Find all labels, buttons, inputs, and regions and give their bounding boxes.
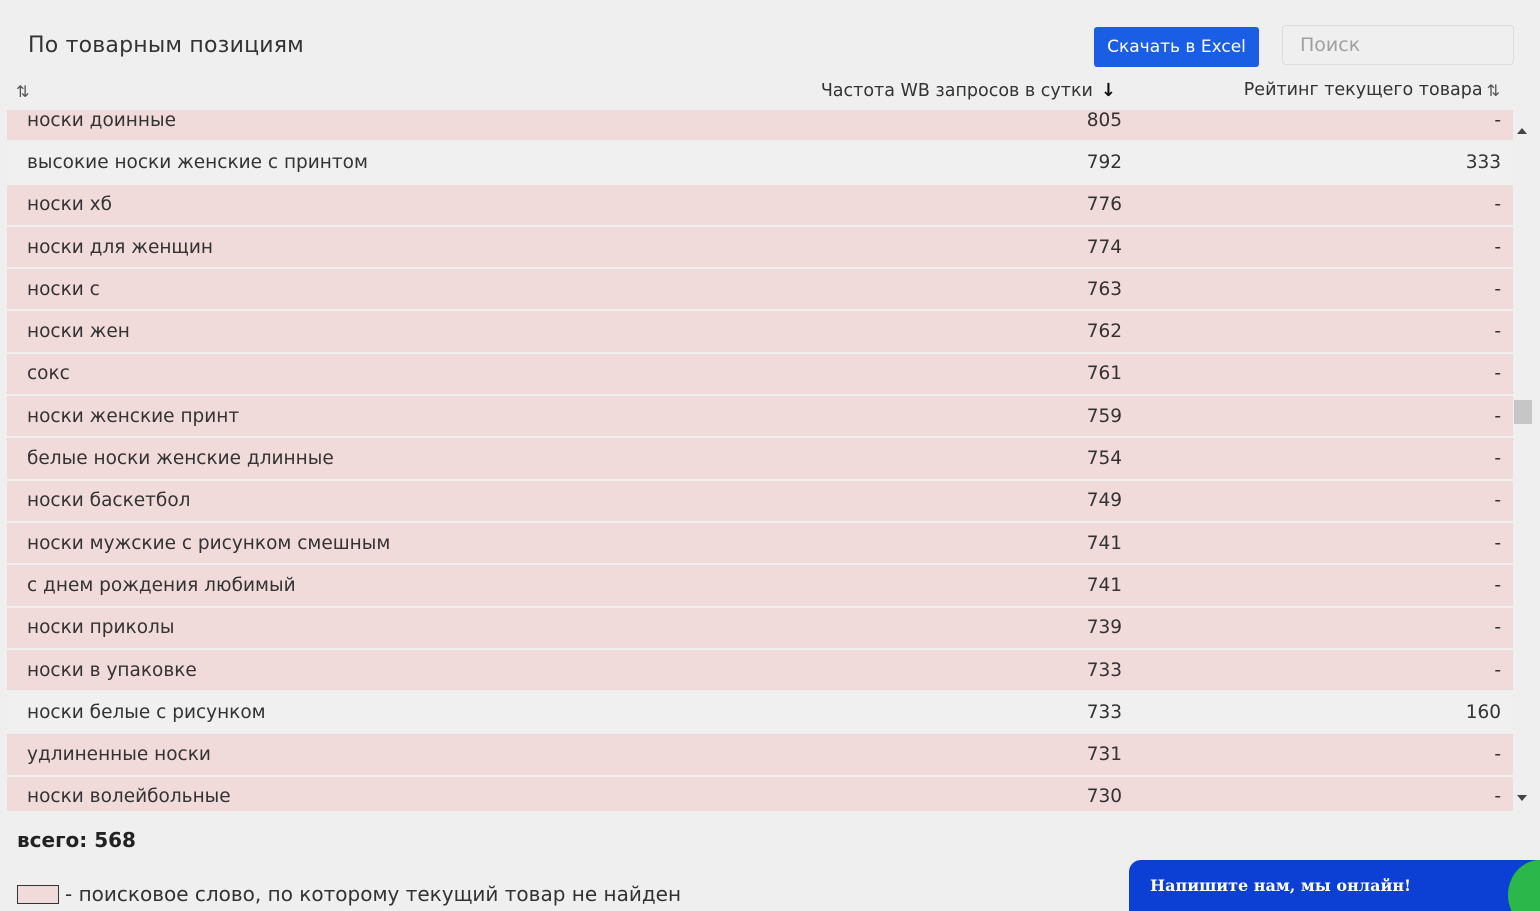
- column-header-frequency-label: Частота WB запросов в сутки: [820, 80, 1093, 101]
- column-header-frequency[interactable]: Частота WB запросов в сутки ↓: [821, 80, 1116, 101]
- total-count: всего: 568: [17, 828, 136, 852]
- sort-desc-icon: ↓: [1100, 80, 1116, 101]
- table-row[interactable]: носки белые с рисунком 733 160: [7, 692, 1513, 733]
- frequency-cell: 731: [1086, 744, 1122, 766]
- download-excel-button[interactable]: Скачать в Excel: [1094, 27, 1259, 67]
- frequency-cell: 733: [1086, 659, 1122, 681]
- frequency-cell: 754: [1086, 448, 1122, 470]
- keyword-cell: носки белые с рисунком: [27, 701, 266, 723]
- chat-widget-label: Напишите нам, мы онлайн!: [1150, 876, 1412, 895]
- rating-cell: -: [1494, 532, 1501, 554]
- frequency-cell: 759: [1086, 405, 1122, 427]
- table-scrollbar[interactable]: [1514, 120, 1534, 810]
- table-row[interactable]: удлиненные носки 731 -: [7, 734, 1513, 775]
- table-row[interactable]: носки доинные 805 -: [7, 110, 1513, 141]
- rating-cell: 333: [1465, 151, 1501, 173]
- scroll-thumb[interactable]: [1514, 400, 1532, 424]
- table-row[interactable]: с днем рождения любимый 741 -: [7, 565, 1513, 606]
- frequency-cell: 761: [1086, 363, 1122, 385]
- table-body: носки доинные 805 - высокие носки женские с…: [7, 110, 1513, 811]
- rating-sort-icon: ⇅: [1486, 80, 1500, 100]
- frequency-cell: 739: [1086, 617, 1122, 639]
- frequency-cell: 749: [1086, 490, 1122, 512]
- keyword-cell: с днем рождения любимый: [27, 574, 296, 596]
- table-row[interactable]: носки мужские с рисунком смешным 741 -: [7, 522, 1513, 564]
- frequency-cell: 741: [1086, 532, 1122, 554]
- legend: - поисковое слово, по которому текущий т…: [17, 882, 681, 906]
- column-header-rating-label: Рейтинг текущего товара: [1243, 80, 1483, 100]
- table-rows: носки доинные 805 - высокие носки женские с…: [7, 110, 1513, 811]
- chat-bubble-icon: [1508, 860, 1540, 911]
- scroll-up-icon[interactable]: [1517, 128, 1527, 134]
- frequency-cell: 805: [1086, 110, 1122, 131]
- search-input[interactable]: [1282, 25, 1514, 65]
- rating-cell: -: [1494, 744, 1501, 766]
- rating-cell: -: [1494, 321, 1501, 343]
- frequency-cell: 774: [1086, 236, 1122, 258]
- keyword-cell: носки женские принт: [27, 405, 240, 427]
- table-row[interactable]: носки с 763 -: [7, 269, 1513, 310]
- table-row[interactable]: носки волейбольные 730 -: [7, 776, 1513, 811]
- scroll-down-icon[interactable]: [1517, 795, 1527, 801]
- frequency-cell: 741: [1086, 574, 1122, 596]
- table-row[interactable]: носки жен 762 -: [7, 311, 1513, 352]
- table-row[interactable]: сокс 761 -: [7, 353, 1513, 395]
- table-row[interactable]: носки приколы 739 -: [7, 607, 1513, 648]
- keyword-cell: носки баскетбол: [27, 490, 191, 512]
- rating-cell: 160: [1465, 701, 1501, 723]
- rating-cell: -: [1494, 786, 1501, 808]
- keyword-cell: удлиненные носки: [27, 744, 211, 766]
- keyword-cell: высокие носки женские с принтом: [27, 151, 368, 173]
- keyword-cell: носки жен: [27, 321, 130, 343]
- legend-swatch: [17, 884, 59, 904]
- frequency-cell: 792: [1086, 151, 1122, 173]
- table-row[interactable]: носки в упаковке 733 -: [7, 649, 1513, 691]
- legend-text: - поисковое слово, по которому текущий т…: [65, 882, 682, 906]
- rating-cell: -: [1494, 448, 1501, 470]
- rating-cell: -: [1494, 659, 1501, 681]
- keyword-cell: носки волейбольные: [27, 786, 231, 808]
- frequency-cell: 762: [1086, 321, 1122, 343]
- rating-cell: -: [1494, 574, 1501, 596]
- keyword-cell: носки для женщин: [27, 236, 213, 258]
- table-row[interactable]: носки хб 776 -: [7, 184, 1513, 225]
- keyword-cell: носки хб: [27, 194, 113, 216]
- keyword-cell: белые носки женские длинные: [27, 448, 334, 470]
- keyword-sort-icon[interactable]: ⇅: [16, 82, 30, 101]
- frequency-cell: 730: [1086, 786, 1122, 808]
- page-title: По товарным позициям: [28, 33, 304, 58]
- keyword-cell: носки мужские с рисунком смешным: [27, 532, 391, 554]
- keyword-cell: носки в упаковке: [27, 659, 197, 681]
- table-row[interactable]: белые носки женские длинные 754 -: [7, 438, 1513, 479]
- rating-cell: -: [1494, 236, 1501, 258]
- keyword-cell: носки доинные: [27, 110, 176, 131]
- table-row[interactable]: носки баскетбол 749 -: [7, 480, 1513, 521]
- rating-cell: -: [1494, 110, 1501, 131]
- frequency-cell: 776: [1086, 194, 1122, 216]
- frequency-cell: 763: [1086, 278, 1122, 300]
- table-header: ⇅ Частота WB запросов в сутки ↓ Рейтинг …: [0, 78, 1512, 106]
- table-row[interactable]: носки женские принт 759 -: [7, 396, 1513, 437]
- rating-cell: -: [1494, 363, 1501, 385]
- frequency-cell: 733: [1086, 701, 1122, 723]
- table-row[interactable]: высокие носки женские с принтом 792 333: [7, 142, 1513, 183]
- rating-cell: -: [1494, 278, 1501, 300]
- keyword-cell: сокс: [27, 363, 70, 385]
- rating-cell: -: [1494, 194, 1501, 216]
- rating-cell: -: [1494, 405, 1501, 427]
- keyword-cell: носки с: [27, 278, 100, 300]
- chat-widget-button[interactable]: Напишите нам, мы онлайн!: [1129, 860, 1540, 911]
- rating-cell: -: [1494, 490, 1501, 512]
- rating-cell: -: [1494, 617, 1501, 639]
- column-header-rating[interactable]: Рейтинг текущего товара ⇅: [1244, 80, 1500, 100]
- keyword-cell: носки приколы: [27, 617, 175, 639]
- table-row[interactable]: носки для женщин 774 -: [7, 226, 1513, 268]
